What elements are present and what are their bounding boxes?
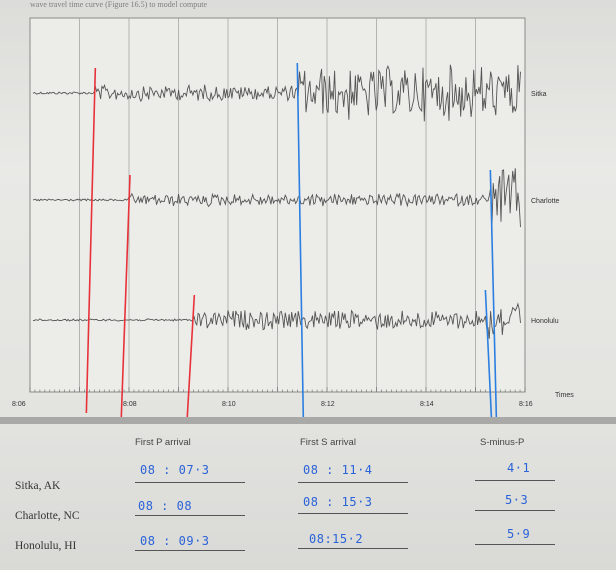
tick-label: 8:06 — [12, 401, 26, 408]
sitka-p-arrival: 08 : 07·3 — [140, 463, 210, 477]
station-sitka: Sitka, AK — [15, 480, 61, 492]
chart-grid — [29, 18, 526, 392]
series-label: Honolulu — [531, 318, 559, 325]
charlotte-s-arrival: 08 : 15·3 — [303, 495, 373, 509]
sitka-s-arrival: 08 : 11·4 — [303, 463, 373, 477]
underline-p-3 — [135, 550, 245, 551]
x-axis-label: Times — [555, 392, 574, 399]
chart-labels: Sitka Charlotte Honolulu 8:06 8:08 8:10 8:12 8:… — [12, 91, 574, 408]
underline-s-3 — [298, 548, 408, 549]
p-arrival-line — [85, 67, 97, 414]
arrival-markers — [85, 62, 498, 417]
tick-label: 8:16 — [519, 401, 533, 408]
honolulu-p-arrival: 08 : 09·3 — [140, 534, 210, 548]
page-caption: wave travel time curve (Figure 16.5) to … — [30, 0, 208, 9]
header-first-s: First S arrival — [300, 437, 356, 448]
station-charlotte: Charlotte, NC — [15, 510, 80, 522]
trace-honolulu — [32, 302, 521, 339]
sitka-s-minus-p: 4·1 — [507, 461, 531, 475]
charlotte-p-arrival: 08 : 08 — [138, 499, 193, 513]
series-label: Charlotte — [531, 198, 560, 205]
header-first-p: First P arrival — [135, 437, 191, 448]
seismogram-chart: Sitka Charlotte Honolulu 8:06 8:08 8:10 8:12 8:… — [12, 17, 574, 417]
s-arrival-line — [296, 62, 305, 417]
trace-sitka — [32, 64, 521, 122]
honolulu-s-minus-p: 5·9 — [507, 527, 531, 541]
honolulu-s-arrival: 08:15·2 — [309, 532, 364, 546]
underline-diff-1 — [475, 480, 555, 481]
trace-charlotte — [32, 168, 521, 230]
underline-diff-2 — [475, 510, 555, 511]
charlotte-s-minus-p: 5·3 — [505, 493, 529, 507]
series-label: Sitka — [531, 91, 547, 98]
underline-s-2 — [298, 513, 408, 514]
underline-diff-3 — [475, 544, 555, 545]
station-honolulu: Honolulu, HI — [15, 540, 77, 552]
tick-label: 8:10 — [222, 401, 236, 408]
underline-s-1 — [298, 482, 408, 483]
p-arrival-line — [120, 174, 131, 417]
photo-gap — [0, 417, 616, 424]
s-arrival-line — [489, 169, 498, 417]
underline-p-1 — [135, 482, 245, 483]
header-s-minus-p: S-minus-P — [480, 437, 525, 448]
tick-label: 8:14 — [420, 401, 434, 408]
arrival-table-photo — [0, 424, 616, 570]
underline-p-2 — [135, 515, 245, 516]
tick-label: 8:08 — [123, 401, 137, 408]
tick-label: 8:12 — [321, 401, 335, 408]
s-arrival-line — [484, 289, 493, 417]
p-arrival-line — [186, 294, 196, 417]
chart-traces — [32, 64, 521, 339]
